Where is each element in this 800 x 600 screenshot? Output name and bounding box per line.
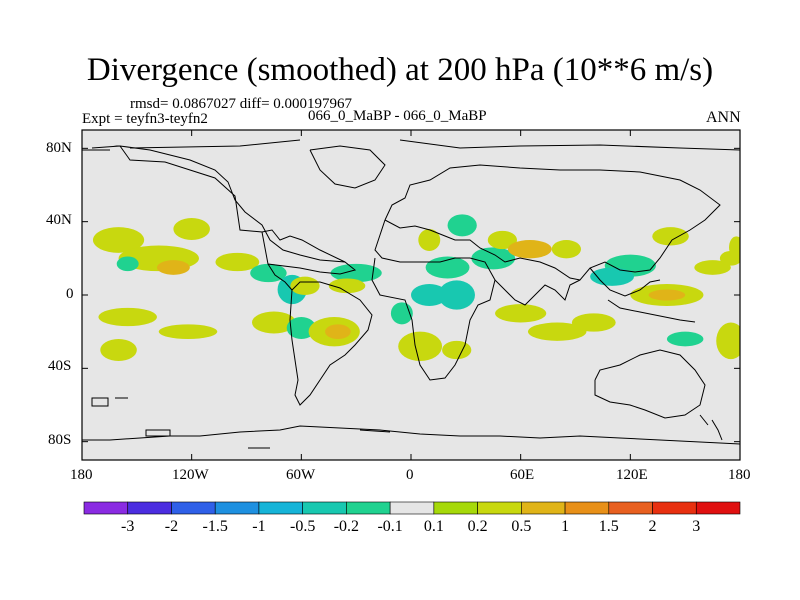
lon-tick-label: 60W (286, 467, 316, 483)
coast-arctic (82, 139, 740, 151)
lon-tick-label: 60E (510, 467, 535, 483)
colorbar-swatch (433, 501, 478, 515)
colorbar-label: -0.1 (377, 518, 403, 535)
lat-tick-label: 80S (48, 432, 72, 448)
coast-north-america-east (261, 229, 346, 263)
expt-label: Expt = teyfn3-teyfn2 (82, 111, 208, 127)
lon-tick-label: 0 (406, 467, 414, 483)
contour-blob (716, 322, 740, 360)
coast-europe (374, 219, 470, 263)
colorbar-swatch (652, 501, 697, 515)
colorbar-swatch (171, 501, 216, 515)
colorbar-label: -0.2 (333, 518, 360, 535)
contour-blob (156, 260, 190, 275)
page-title: Divergence (smoothed) at 200 hPa (10**6 … (86, 52, 714, 88)
colorbar-label: 0.5 (511, 518, 532, 535)
contour-blob (92, 227, 145, 253)
coast-se-asia (589, 267, 696, 323)
contour-blob (215, 252, 260, 272)
colorbar-swatch (258, 501, 303, 515)
contour-blob (648, 289, 686, 301)
colorbar-label: -1.5 (202, 518, 228, 535)
contour-blob (418, 229, 441, 251)
contour-blob (328, 278, 366, 294)
lat-tick-label: 0 (66, 286, 74, 302)
contour-blob (286, 317, 316, 339)
coast-africa (371, 257, 496, 381)
coast-arabia-india (494, 279, 581, 306)
colorbar-swatch (695, 501, 741, 515)
contour-blob (551, 240, 581, 259)
lon-tick-label: 120W (172, 467, 209, 483)
contour-blob (487, 230, 518, 250)
contour-blob (571, 313, 616, 332)
coast-greenland (309, 145, 386, 189)
colorbar-swatch (214, 501, 260, 515)
contour-blob (507, 240, 552, 259)
colorbar-swatch (127, 501, 172, 515)
contour-blob (447, 214, 477, 237)
lat-tick-label: 40N (46, 212, 72, 228)
colorbar-label: 0.2 (467, 518, 488, 535)
colorbar-label: -3 (121, 518, 135, 535)
colorbar-label: -1 (252, 518, 266, 535)
contour-fill-layer (92, 214, 740, 362)
coast-eurasia (384, 164, 721, 281)
season-label: ANN (706, 109, 741, 126)
lat-tick-label: 40S (48, 358, 72, 374)
contour-blob (251, 311, 296, 334)
contour-blob (173, 218, 210, 240)
contour-blob (411, 284, 448, 306)
coast-central-america (267, 263, 293, 291)
contour-blob (438, 280, 475, 310)
contour-blob (325, 324, 351, 339)
contour-blob (471, 247, 516, 270)
coast-south-america (289, 281, 373, 406)
contour-blob (116, 256, 139, 272)
contour-blob (250, 263, 287, 283)
lon-tick-label: 180 (728, 467, 751, 483)
colorbar (83, 501, 741, 515)
stats-text: rmsd= 0.0867027 diff= 0.000197967 (130, 96, 353, 112)
contour-blob (694, 260, 731, 275)
contour-blob (495, 304, 547, 323)
coast-australia (594, 349, 706, 419)
colorbar-label: -0.5 (289, 518, 316, 535)
colorbar-label: -2 (164, 518, 179, 535)
colorbar-swatch (302, 501, 347, 515)
contour-blob (158, 324, 218, 339)
contour-blob (290, 276, 320, 296)
coast-new-zealand (699, 414, 723, 441)
contour-blob (666, 331, 704, 347)
lon-tick-label: 180 (70, 467, 93, 483)
lat-tick-label: 80N (46, 140, 72, 156)
colorbar-label: 2 (648, 518, 657, 535)
contour-blob (442, 340, 472, 360)
contour-blob (330, 263, 382, 283)
contour-blob (100, 339, 137, 361)
axis-ticks (81, 130, 741, 460)
colorbar-swatch (477, 501, 522, 515)
contour-blob (652, 227, 689, 246)
coast-small-islands (91, 397, 391, 449)
colorbar-label: 0.1 (423, 518, 444, 535)
contour-blob (527, 322, 587, 341)
colorbar-label: 1.5 (598, 518, 619, 535)
colorbar-swatch (608, 501, 653, 515)
colorbar-swatch (389, 501, 435, 515)
colorbar-swatch (564, 501, 610, 515)
contour-blob (398, 331, 443, 362)
lon-tick-label: 120E (616, 467, 648, 483)
case-label: 066_0_MaBP - 066_0_MaBP (308, 108, 487, 124)
colorbar-label: 1 (561, 518, 570, 535)
coastline-layer (82, 139, 740, 449)
colorbar-swatch (521, 501, 566, 515)
colorbar-swatch (83, 501, 129, 515)
colorbar-swatch (346, 501, 391, 515)
colorbar-label: 3 (692, 518, 701, 535)
contour-blob (729, 236, 740, 259)
contour-blob (98, 307, 157, 327)
